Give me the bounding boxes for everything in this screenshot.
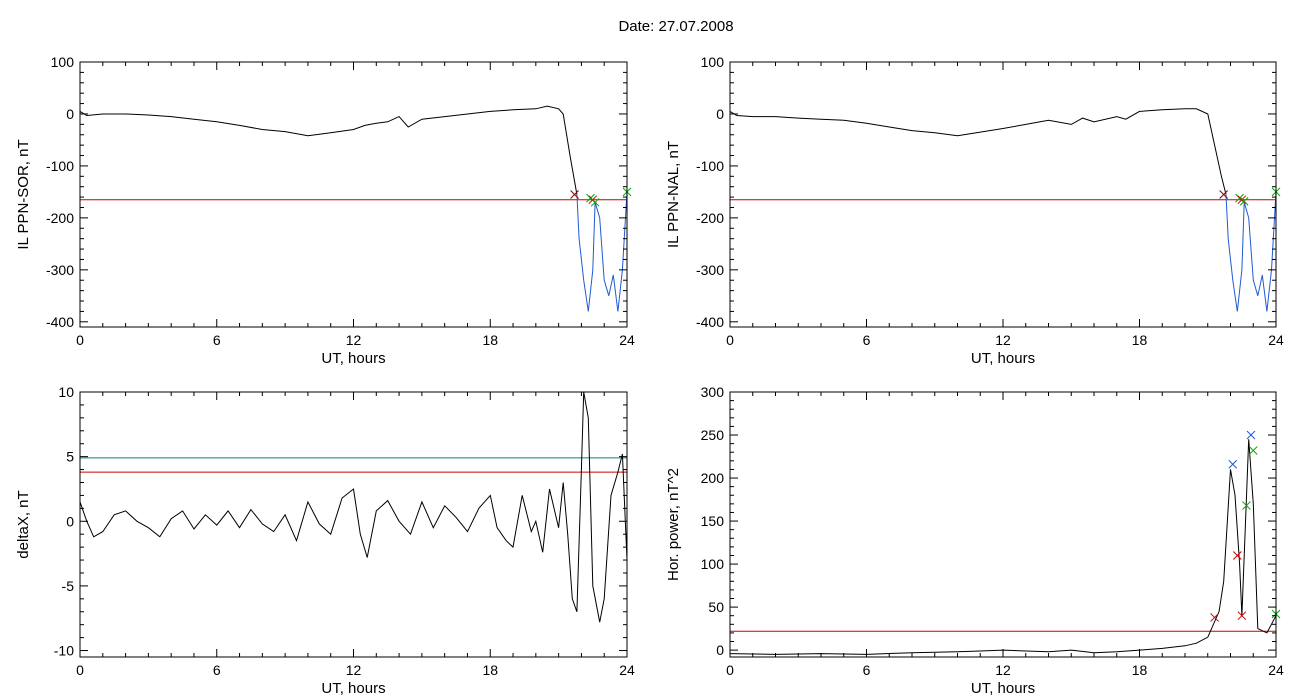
y-tick-label: -100	[696, 158, 724, 174]
series-line-0	[729, 439, 1277, 655]
plot-frame	[79, 391, 628, 658]
marker-0	[1210, 613, 1219, 622]
marker-stroke	[570, 190, 579, 199]
marker-stroke	[1219, 190, 1229, 199]
marker-stroke	[1228, 459, 1238, 469]
x-tick-label: 6	[863, 662, 871, 678]
y-tick-label: 10	[58, 384, 74, 400]
x-tick-label: 12	[346, 332, 362, 348]
y-tick-label: 50	[708, 599, 724, 615]
marker-6	[1248, 446, 1258, 455]
y-tick-label: 0	[66, 106, 74, 122]
series-line-0	[79, 391, 628, 623]
x-tick-label: 18	[482, 662, 498, 678]
x-tick-label: 24	[1268, 662, 1284, 678]
y-tick-label: 150	[701, 513, 725, 529]
plot-frame	[729, 61, 1277, 328]
y-tick-label: -100	[46, 158, 74, 174]
marker-3	[1239, 196, 1249, 206]
marker-stroke	[1210, 613, 1219, 622]
y-tick-label: -5	[62, 578, 75, 594]
y-tick-label: 250	[701, 427, 725, 443]
y-tick-label: -300	[46, 262, 74, 278]
y-axis-label: Hor. power, nT^2	[665, 468, 682, 581]
marker-4	[1242, 501, 1251, 510]
y-tick-label: -200	[46, 210, 74, 226]
x-tick-label: 0	[726, 332, 734, 348]
panel-deltax: 0 6 12 18 24 10 5 0 -5 -10 UT, hours deltaX, nT	[15, 384, 635, 697]
page-title: Date: 27.07.2008	[618, 18, 734, 35]
y-tick-label: 5	[66, 449, 74, 465]
plot-frame	[729, 391, 1277, 658]
marker-3	[1237, 611, 1247, 621]
y-axis-label: IL PPN-NAL, nT	[665, 141, 682, 248]
marker-1	[1235, 193, 1244, 203]
marker-3	[590, 197, 600, 207]
marker-1	[1228, 459, 1238, 469]
plot-frame	[79, 61, 628, 328]
x-tick-label: 18	[1132, 662, 1148, 678]
marker-0	[1219, 190, 1229, 199]
x-tick-label: 18	[1132, 332, 1148, 348]
marker-2	[1232, 551, 1242, 560]
x-tick-label: 12	[346, 662, 362, 678]
marker-stroke	[1232, 551, 1242, 560]
y-tick-label: 300	[701, 384, 725, 400]
y-tick-label: -300	[696, 262, 724, 278]
marker-2	[1237, 195, 1247, 205]
y-tick-label: 100	[51, 54, 75, 70]
marker-stroke	[1237, 195, 1247, 205]
x-tick-label: 0	[76, 662, 84, 678]
series-line-1	[576, 191, 628, 312]
y-tick-label: -200	[696, 210, 724, 226]
y-tick-label: -400	[696, 314, 724, 330]
x-tick-label: 0	[726, 662, 734, 678]
marker-stroke	[586, 193, 595, 203]
y-tick-label: 200	[701, 470, 725, 486]
x-tick-label: 24	[619, 662, 635, 678]
marker-stroke	[1237, 611, 1247, 621]
x-tick-label: 24	[619, 332, 635, 348]
x-tick-label: 6	[213, 332, 221, 348]
marker-stroke	[590, 197, 600, 207]
x-axis-label: UT, hours	[321, 680, 385, 697]
x-tick-label: 12	[995, 332, 1011, 348]
marker-stroke	[1239, 196, 1249, 206]
y-tick-label: 100	[701, 54, 725, 70]
y-axis-label: IL PPN-SOR, nT	[15, 139, 32, 249]
series-line-1	[1225, 191, 1277, 312]
x-axis-label: UT, hours	[971, 350, 1035, 367]
y-axis-label: deltaX, nT	[15, 490, 32, 558]
y-tick-label: 100	[701, 556, 725, 572]
x-axis-label: UT, hours	[971, 680, 1035, 697]
marker-stroke	[1242, 501, 1251, 510]
panel-il-ppn-sor: 0 6 12 18 24 100 0 -100 -200 -300 -400 UT, hours IL …	[15, 54, 635, 367]
x-tick-label: 6	[213, 662, 221, 678]
marker-stroke	[1246, 430, 1256, 440]
panel-il-ppn-nal: 0 6 12 18 24 100 0 -100 -200 -300 -400 UT, hours IL …	[665, 54, 1284, 367]
y-tick-label: -400	[46, 314, 74, 330]
x-tick-label: 0	[76, 332, 84, 348]
marker-stroke	[1235, 193, 1244, 203]
y-tick-label: 0	[716, 642, 724, 658]
y-tick-label: -10	[54, 643, 74, 659]
y-tick-label: 0	[716, 106, 724, 122]
x-axis-label: UT, hours	[321, 350, 385, 367]
series-line-0	[729, 108, 1227, 195]
marker-stroke	[1248, 446, 1258, 455]
panel-horizontal-power: 0 6 12 18 24 300 250 200 150 100 50 0 UT, hours Hor. …	[665, 384, 1284, 697]
x-tick-label: 24	[1268, 332, 1284, 348]
marker-0	[570, 190, 579, 199]
y-tick-label: 0	[66, 513, 74, 529]
x-tick-label: 6	[863, 332, 871, 348]
marker-5	[1246, 430, 1256, 440]
x-tick-label: 12	[995, 662, 1011, 678]
x-tick-label: 18	[482, 332, 498, 348]
series-line-0	[79, 105, 578, 195]
